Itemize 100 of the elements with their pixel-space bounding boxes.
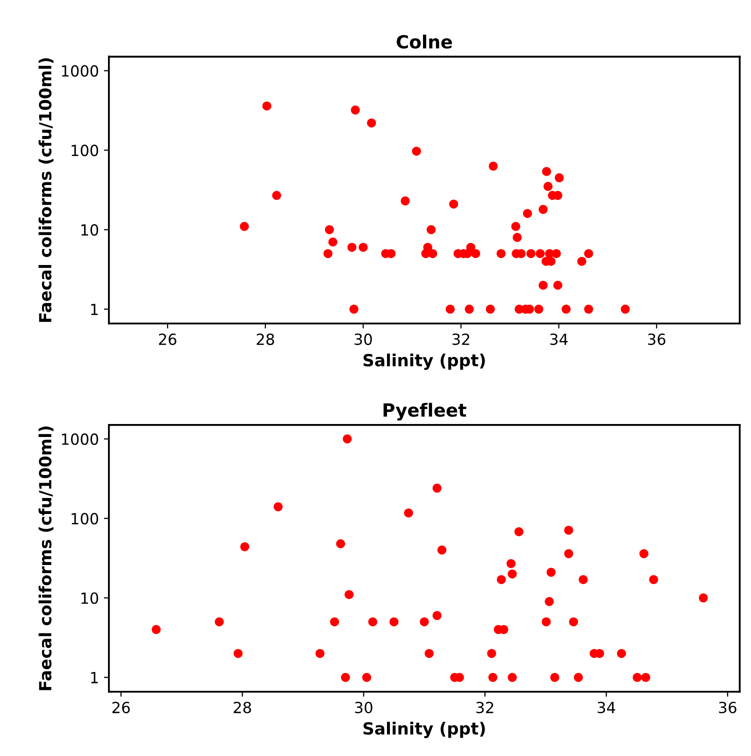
y-tick-label: 1000 <box>62 433 98 445</box>
point <box>562 304 571 314</box>
x-tick-label: 34 <box>598 702 616 714</box>
point <box>538 204 548 214</box>
point <box>234 648 243 658</box>
point <box>349 304 358 314</box>
y-tick-label: 1000 <box>62 65 98 77</box>
x-tick-label: 30 <box>354 334 372 346</box>
point <box>487 648 496 658</box>
point <box>328 238 338 246</box>
y-axis-title: Faecal coliforms (cfu/100ml) <box>38 426 54 690</box>
point <box>564 549 574 558</box>
point <box>368 617 378 626</box>
point <box>620 304 630 314</box>
point <box>584 249 594 258</box>
point <box>544 182 553 191</box>
point <box>488 162 498 171</box>
point <box>323 249 332 258</box>
point <box>544 597 554 606</box>
point <box>578 575 588 584</box>
point <box>514 527 524 536</box>
point <box>432 484 442 493</box>
point <box>350 106 360 115</box>
x-axis-title: Salinity (ppt) <box>364 354 485 370</box>
point <box>496 249 506 258</box>
y-tick-label: 1 <box>91 672 98 684</box>
point <box>240 542 250 552</box>
point <box>340 672 350 682</box>
point <box>546 568 556 577</box>
point <box>344 590 354 600</box>
point <box>464 304 474 314</box>
chart-title: Pyefleet <box>384 402 466 420</box>
point <box>486 304 495 314</box>
point <box>538 280 548 290</box>
point <box>423 242 432 252</box>
point <box>466 242 476 252</box>
point <box>550 672 560 682</box>
point <box>523 208 532 218</box>
point <box>330 617 340 626</box>
x-tick-label: 26 <box>158 334 176 346</box>
point <box>342 434 352 444</box>
point <box>315 648 324 658</box>
point <box>632 672 642 682</box>
y-tick-label: 1 <box>91 304 98 315</box>
point <box>214 617 224 626</box>
point <box>554 173 564 182</box>
x-tick-label: 36 <box>648 334 666 346</box>
point <box>404 508 414 518</box>
point <box>426 225 436 234</box>
x-tick-label: 28 <box>256 334 274 346</box>
point <box>488 672 498 682</box>
x-tick-label: 30 <box>355 702 372 714</box>
point <box>616 648 626 658</box>
point <box>420 617 429 626</box>
point <box>508 569 517 578</box>
x-tick-label: 32 <box>476 702 494 714</box>
point <box>534 304 544 314</box>
point <box>542 617 551 626</box>
point <box>358 242 368 252</box>
point <box>362 672 372 682</box>
point <box>367 118 376 128</box>
point <box>698 593 708 602</box>
point <box>512 232 522 242</box>
point <box>240 222 249 231</box>
point <box>471 249 480 258</box>
point <box>511 222 520 231</box>
point <box>428 249 438 258</box>
x-axis-title: Salinity (ppt) <box>364 722 485 738</box>
y-tick-label: 100 <box>72 512 98 524</box>
point <box>639 549 648 558</box>
point <box>449 200 458 209</box>
point <box>336 539 346 548</box>
point <box>536 249 545 258</box>
x-tick-label: 34 <box>550 334 568 346</box>
point <box>432 611 442 620</box>
point <box>574 672 583 682</box>
point <box>542 166 552 176</box>
point <box>508 672 517 682</box>
point <box>641 672 650 682</box>
x-tick-label: 32 <box>452 334 470 346</box>
x-tick-label: 36 <box>719 702 736 714</box>
point <box>347 242 356 252</box>
point <box>272 190 282 200</box>
chart-title: Colne <box>396 34 452 49</box>
y-tick-label: 10 <box>81 592 98 604</box>
point <box>569 617 578 626</box>
point <box>649 575 658 584</box>
point <box>496 575 506 584</box>
point <box>584 304 594 314</box>
point <box>564 526 574 535</box>
point <box>577 256 586 266</box>
y-tick-label: 10 <box>81 224 98 236</box>
point <box>152 625 161 634</box>
point <box>262 101 272 110</box>
point <box>506 559 516 568</box>
x-tick-label: 26 <box>112 702 130 714</box>
y-axis-title: Faecal coliforms (cfu/100ml) <box>38 58 54 322</box>
point <box>400 196 410 206</box>
y-tick-label: 100 <box>72 144 98 156</box>
point <box>446 304 455 314</box>
